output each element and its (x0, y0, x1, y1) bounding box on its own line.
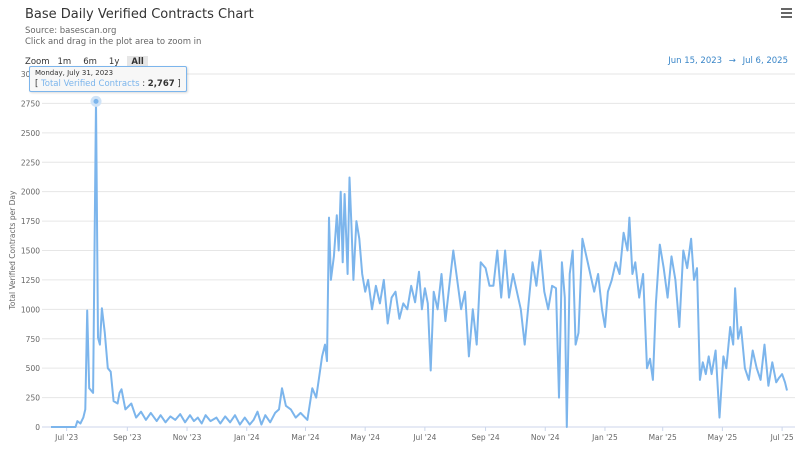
zoom-all-button[interactable]: All (127, 56, 148, 68)
y-tick-label: 2750 (21, 99, 40, 108)
highlight-point (90, 95, 102, 107)
tooltip-date: Monday, July 31, 2023 (35, 69, 114, 77)
y-tick-label: 500 (26, 364, 41, 373)
x-tick-label: Jan '24 (233, 433, 260, 442)
y-tick-label: 1250 (21, 276, 40, 285)
zoom-selector: Zoom 1m 6m 1y All (25, 56, 148, 68)
x-tick-label: Mar '24 (291, 433, 319, 442)
zoom-label: Zoom (25, 57, 50, 67)
y-tick-label: 1000 (21, 305, 40, 314)
x-tick-label: Jan '25 (591, 433, 618, 442)
x-tick-label: Nov '24 (531, 433, 560, 442)
tooltip-bracket-open: [ (35, 79, 39, 89)
tooltip-value: 2,767 (147, 79, 175, 89)
range-from[interactable]: Jun 15, 2023 (668, 56, 723, 66)
x-tick-label: Jul '24 (412, 433, 436, 442)
y-tick-label: 2000 (21, 188, 40, 197)
x-tick-label: May '25 (708, 433, 738, 442)
hamburger-icon[interactable] (781, 8, 792, 20)
x-tick-label: Jul '25 (770, 433, 794, 442)
x-tick-label: Jul '23 (54, 433, 78, 442)
zoom-6m-button[interactable]: 6m (83, 57, 97, 67)
x-tick-label: Sep '23 (113, 433, 141, 442)
chart-title: Base Daily Verified Contracts Chart (25, 7, 254, 22)
tooltip-bracket-close: ] (177, 79, 181, 89)
y-tick-label: 750 (26, 335, 41, 344)
zoom-1y-button[interactable]: 1y (108, 57, 120, 67)
x-tick-label: Nov '23 (173, 433, 202, 442)
tooltip-label: Total Verified Contracts (41, 79, 140, 89)
y-tick-label: 250 (26, 394, 41, 403)
date-range: Jun 15, 2023 → Jul 6, 2025 (666, 56, 790, 66)
y-tick-label: 0 (35, 423, 40, 432)
y-tick-label: 2250 (21, 158, 40, 167)
tooltip-sep: : (142, 79, 146, 89)
chart-source: Source: basescan.org (25, 26, 117, 36)
x-tick-label: May '24 (350, 433, 380, 442)
range-arrow: → (728, 56, 736, 66)
y-tick-label: 1500 (21, 247, 40, 256)
y-tick-label: 2500 (21, 129, 40, 138)
x-tick-label: Mar '25 (649, 433, 677, 442)
x-tick-label: Sep '24 (471, 433, 499, 442)
zoom-1m-button[interactable]: 1m (57, 57, 72, 67)
series-line (51, 100, 788, 428)
range-to[interactable]: Jul 6, 2025 (742, 56, 788, 66)
y-axis-title: Total Verified Contracts per Day (8, 190, 17, 310)
y-tick-label: 1750 (21, 217, 40, 226)
chart-hint: Click and drag in the plot area to zoom … (25, 37, 202, 47)
tooltip: Monday, July 31, 2023 [ Total Verified C… (29, 66, 187, 92)
